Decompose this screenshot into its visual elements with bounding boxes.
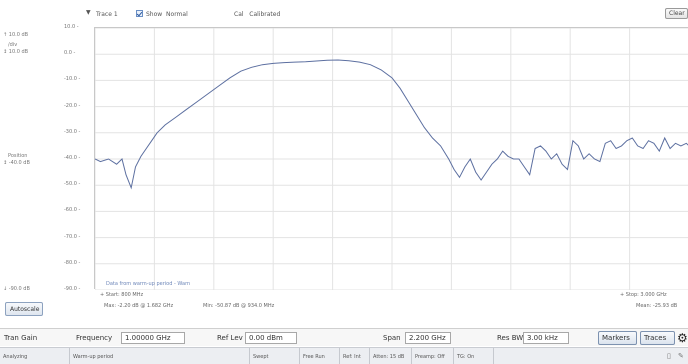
frequency-field[interactable]: 1.00000 GHz [121,332,185,344]
y-tick-label: 10.0 - [64,24,79,30]
top-level-readout[interactable]: ↑ 10.0 dB [3,32,29,38]
y-tick-label: -30.0 - [64,128,81,135]
res-bw-label: Res BW [497,334,524,342]
status-run: Free Run [300,348,340,364]
info-icon[interactable]: ▯ [667,352,671,360]
control-bar: Tran Gain Frequency 1.00000 GHz Ref Lev … [0,328,688,346]
y-tick-label: -10.0 - [64,76,81,83]
status-warmup: Warm-up period [70,348,250,364]
gear-icon[interactable]: ⚙ [677,331,688,345]
y-tick-label: -40.0 - [64,155,81,161]
trace-line [95,59,688,190]
status-ref: Ref: Int [340,348,370,364]
status-sweep: Swept [250,348,300,364]
trace-toolbar: ▼ Trace 1 Show Normal Cal Calibrated Cle… [0,0,688,20]
y-tick-label: 0.0 - [64,50,76,57]
warmup-annotation: Data from warm-up period - Warn [106,281,191,287]
start-readout: + Start: 800 MHz [100,292,144,298]
y-tick-label: -60.0 - [64,207,81,214]
autoscale-button[interactable]: Autoscale [5,302,43,316]
y-tick-label: -70.0 - [64,233,81,240]
cal-status: Cal Calibrated [234,11,281,18]
ref-lev-label: Ref Lev [217,334,243,342]
chevron-down-icon[interactable]: ▼ [86,9,91,16]
per-div-label: /div [8,42,18,48]
y-tick-label: -20.0 - [64,102,81,109]
frequency-label: Frequency [76,334,113,342]
show-checkbox[interactable] [136,10,143,17]
mean-readout: Mean: -25.93 dB [636,303,678,309]
markers-button[interactable]: Markers [598,331,637,345]
status-bar: Analyzing Warm-up period Swept Free Run … [0,347,688,364]
y-tick-label: -90.0 - [64,286,81,292]
position-label: Position [8,153,28,159]
stop-readout: + Stop: 3.000 GHz [620,292,667,298]
span-label: Span [383,334,401,342]
status-analyzing: Analyzing [0,348,70,364]
span-field[interactable]: 2.200 GHz [405,332,451,344]
y-tick-label: -50.0 - [64,181,81,188]
show-mode-select[interactable]: Show Normal [146,11,188,18]
trace-selector[interactable]: Trace 1 [96,11,118,18]
status-preamp: Preamp: Off [412,348,454,364]
status-atten: Atten: 15 dB [370,348,412,364]
status-tg: TG: On [454,348,494,364]
ref-lev-field[interactable]: 0.00 dBm [245,332,297,344]
measurement-name[interactable]: Tran Gain [4,334,38,342]
traces-button[interactable]: Traces [640,331,675,345]
res-bw-field[interactable]: 3.00 kHz [523,332,569,344]
edit-icon[interactable]: ✎ [678,352,684,360]
max-readout: Max: -2.20 dB @ 1.682 GHz [104,303,174,309]
bottom-level-readout[interactable]: ↓ -90.0 dB [3,286,30,292]
min-readout: Min: -50.87 dB @ 934.0 MHz [203,303,275,309]
y-tick-label: -80.0 - [64,259,81,266]
trace-chart [95,28,688,290]
clear-button[interactable]: Clear [665,8,688,19]
per-div-readout[interactable]: ↕ 10.0 dB [3,49,29,55]
trace-plot[interactable] [94,27,688,290]
position-readout[interactable]: ↕ -40.0 dB [3,160,30,166]
